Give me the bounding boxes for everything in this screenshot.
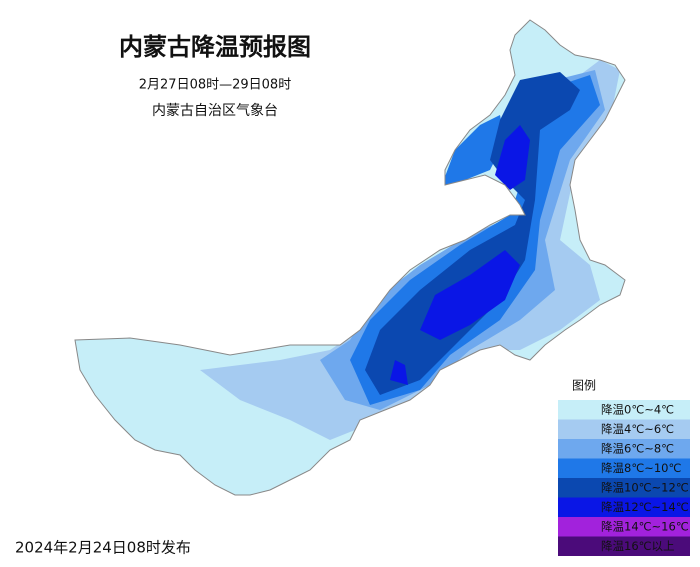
legend-row bbox=[598, 419, 690, 439]
legend-label: 降温8℃~10℃ bbox=[601, 461, 682, 475]
legend-swatch bbox=[558, 536, 598, 556]
legend-label: 降温10℃~12℃ bbox=[601, 480, 689, 494]
legend-swatch bbox=[558, 517, 598, 537]
legend-row bbox=[598, 400, 690, 420]
legend-label: 降温12℃~14℃ bbox=[601, 500, 689, 514]
period: 2月27日08时—29日08时 bbox=[139, 78, 291, 93]
zone bbox=[200, 60, 620, 440]
issuer: 内蒙古自治区气象台 bbox=[152, 103, 278, 119]
legend-label: 降温0℃~4℃ bbox=[601, 402, 674, 416]
legend-swatch bbox=[558, 458, 598, 478]
title: 内蒙古降温预报图 bbox=[119, 33, 311, 61]
legend-swatch bbox=[558, 439, 598, 459]
legend: 降温0℃~4℃ 降温4℃~6℃ 降温6℃~8℃ 降温8℃~10℃ 降温10℃~12℃ 降温… bbox=[558, 400, 690, 556]
legend-row bbox=[598, 536, 690, 556]
legend-swatch bbox=[558, 400, 598, 420]
legend-swatch bbox=[558, 478, 598, 498]
legend-row bbox=[598, 439, 690, 459]
legend-label: 降温6℃~8℃ bbox=[601, 441, 674, 455]
zone bbox=[390, 360, 408, 385]
zone bbox=[495, 125, 530, 190]
legend-row bbox=[598, 497, 690, 517]
legend-row bbox=[598, 517, 690, 537]
issued-date: 2024年2月24日08时发布 bbox=[15, 539, 191, 557]
legend-label: 降温14℃~16℃ bbox=[601, 519, 689, 533]
legend-label: 降温4℃~6℃ bbox=[601, 422, 674, 436]
zone bbox=[420, 250, 520, 340]
legend-label: 降温16℃以上 bbox=[601, 539, 675, 553]
legend-row bbox=[598, 478, 690, 498]
legend-title: 图例 bbox=[572, 379, 596, 393]
legend-swatch bbox=[558, 497, 598, 517]
legend-swatch bbox=[558, 419, 598, 439]
zone bbox=[180, 430, 250, 490]
map-outline bbox=[74, 19, 626, 496]
zone bbox=[440, 115, 505, 190]
legend-row bbox=[598, 458, 690, 478]
